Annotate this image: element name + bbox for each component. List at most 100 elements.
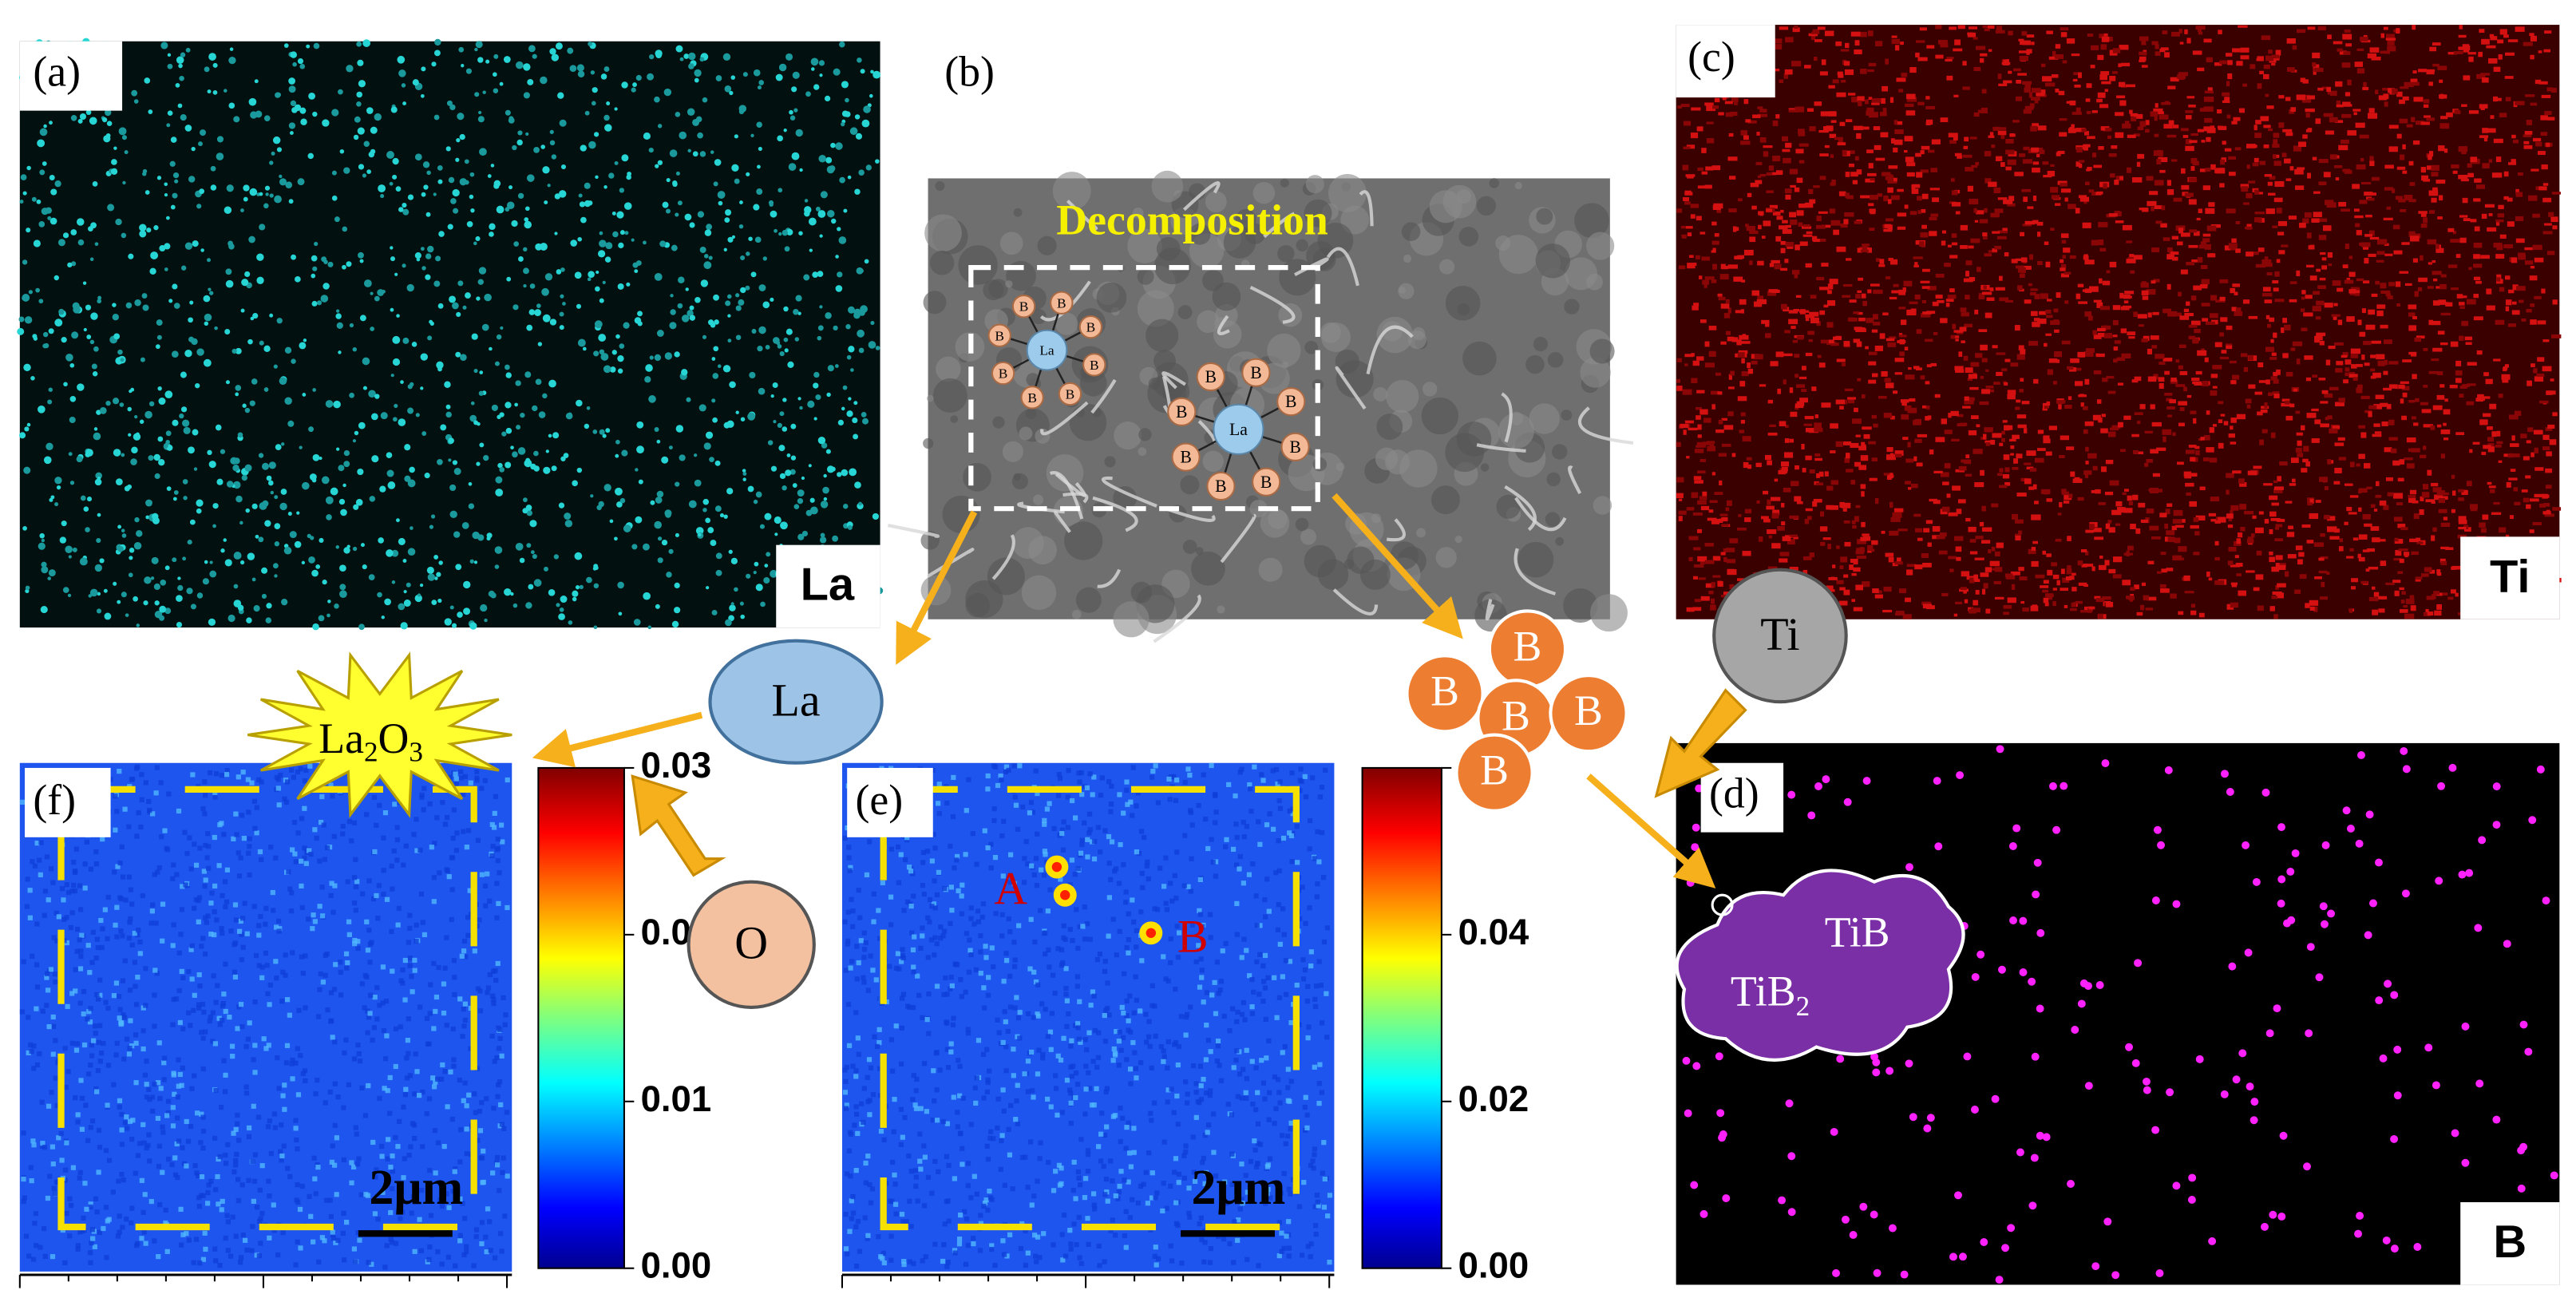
ti-speck xyxy=(2178,365,2183,370)
ti-speck xyxy=(1874,345,1883,351)
la-dot xyxy=(38,406,46,414)
ti-speck xyxy=(1851,572,1857,576)
la-dot xyxy=(354,430,359,436)
la-dot xyxy=(593,625,598,630)
ti-speck xyxy=(2231,307,2237,311)
ti-speck xyxy=(2264,174,2272,177)
ti-speck xyxy=(2451,287,2459,291)
ti-speck xyxy=(2248,384,2256,389)
la-dot xyxy=(841,406,845,411)
ti-speck xyxy=(1912,184,1921,188)
ti-speck xyxy=(1806,231,1813,235)
la-dot xyxy=(657,124,663,129)
la-dot xyxy=(437,179,443,184)
la-dot xyxy=(540,243,548,251)
la-dot xyxy=(624,231,629,235)
ti-speck xyxy=(1965,517,1971,522)
ti-speck xyxy=(2329,460,2334,464)
ti-speck xyxy=(2319,477,2329,482)
ti-speck xyxy=(1861,521,1866,528)
ti-speck xyxy=(2032,322,2040,327)
la-dot xyxy=(517,192,524,200)
la-dot xyxy=(524,371,532,378)
la-dot xyxy=(417,593,421,597)
la-dot xyxy=(76,218,85,226)
la-dot xyxy=(121,528,125,533)
la-dot xyxy=(792,483,797,488)
la-dot xyxy=(406,582,411,588)
la-dot xyxy=(265,617,272,623)
la-dot xyxy=(61,337,67,343)
ti-speck xyxy=(1920,375,1925,380)
la-dot xyxy=(817,335,822,341)
la-dot xyxy=(214,326,218,330)
ti-speck xyxy=(1886,276,1891,279)
ti-speck xyxy=(1765,322,1770,327)
ti-speck xyxy=(1763,518,1771,523)
ti-speck xyxy=(2138,502,2146,508)
ti-speck xyxy=(1996,371,2003,376)
ti-speck xyxy=(2115,132,2124,138)
ti-speck xyxy=(2345,43,2352,47)
la-dot xyxy=(402,263,406,268)
ti-speck xyxy=(2368,411,2372,417)
la-dot xyxy=(59,536,67,544)
ti-speck xyxy=(1987,25,1995,29)
la-dot xyxy=(265,192,269,196)
la-dot xyxy=(668,548,674,554)
ti-speck xyxy=(1844,388,1854,391)
la-dot xyxy=(827,365,834,372)
la-dot xyxy=(204,321,209,326)
la-dot xyxy=(111,159,117,165)
la-dot xyxy=(560,596,568,603)
la-dot xyxy=(775,73,783,81)
ti-speck xyxy=(1970,362,1980,367)
ti-speck xyxy=(1996,542,2004,548)
ti-speck xyxy=(1714,233,1719,237)
ti-speck xyxy=(1838,191,1846,196)
la-dot xyxy=(579,201,586,208)
la-dot xyxy=(845,97,849,103)
la-dot xyxy=(160,42,168,49)
ti-speck xyxy=(2183,308,2190,312)
ti-speck xyxy=(2178,422,2185,427)
la-dot xyxy=(112,303,117,307)
la-dot xyxy=(738,109,745,115)
ti-speck xyxy=(1794,374,1799,378)
ti-speck xyxy=(1980,572,1989,577)
ti-speck xyxy=(2145,607,2154,611)
ti-speck xyxy=(1910,483,1918,489)
ti-speck xyxy=(1916,329,1922,334)
la-dot xyxy=(187,540,192,545)
ti-speck xyxy=(2218,516,2226,523)
la-dot xyxy=(564,512,572,520)
la-dot xyxy=(294,540,302,548)
la-dot xyxy=(77,118,83,124)
la-dot xyxy=(228,102,235,109)
la-dot xyxy=(333,400,341,409)
ti-speck xyxy=(1791,270,1800,275)
la-dot xyxy=(679,131,687,140)
ti-speck xyxy=(2411,416,2416,420)
la-dot xyxy=(675,532,679,537)
ti-speck xyxy=(2075,161,2081,167)
ti-speck xyxy=(2381,421,2388,426)
sem-boundary xyxy=(1568,465,1582,495)
ti-speck xyxy=(2008,30,2013,36)
ti-speck xyxy=(1957,499,1966,504)
ti-speck xyxy=(2431,594,2436,600)
la-dot xyxy=(675,212,679,217)
la-dot xyxy=(532,553,537,560)
la-dot xyxy=(319,456,322,461)
la-dot xyxy=(139,230,147,238)
ti-speck xyxy=(1816,276,1825,281)
ti-speck xyxy=(1839,121,1846,126)
la-dot xyxy=(231,348,237,354)
ti-speck xyxy=(1712,556,1721,561)
ti-speck xyxy=(2061,340,2071,345)
la-dot xyxy=(548,433,552,438)
ti-speck xyxy=(2367,548,2376,552)
la-dot xyxy=(362,173,367,178)
la-dot xyxy=(669,149,678,157)
ti-speck xyxy=(1994,246,2002,250)
